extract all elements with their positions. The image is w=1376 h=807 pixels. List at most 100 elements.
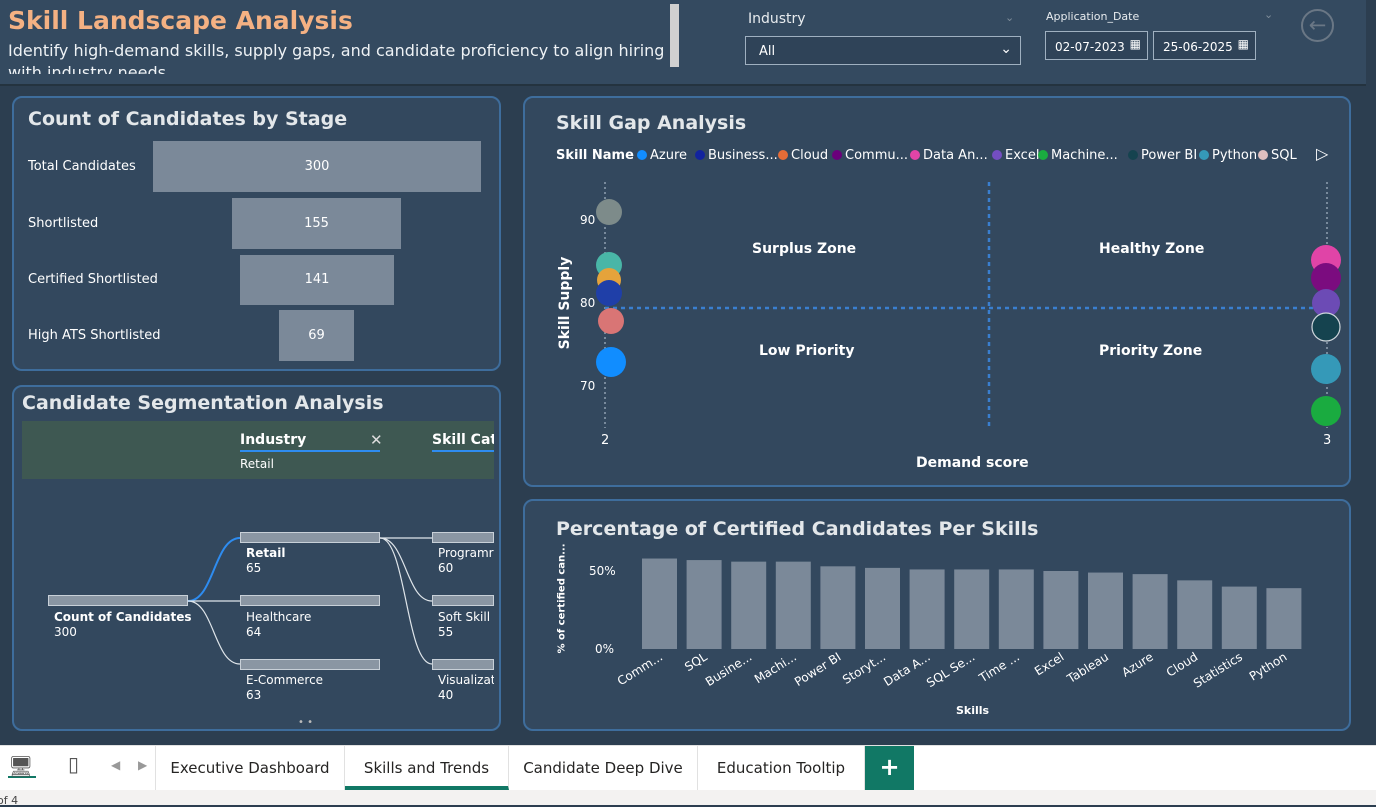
funnel-title: Count of Candidates by Stage (28, 108, 348, 130)
next-page-icon[interactable]: ▶ (138, 758, 148, 772)
legend-label: Excel (1005, 148, 1040, 163)
zone-label-surplus: Surplus Zone (752, 241, 857, 257)
x-tick-label: 3 (1323, 433, 1332, 448)
bar[interactable] (775, 561, 811, 649)
funnel-bar[interactable]: 155 (232, 198, 401, 249)
close-icon[interactable]: ✕ (370, 431, 383, 449)
legend-dot-icon (1199, 150, 1209, 160)
decomposition-node-label: Healthcare (246, 610, 312, 624)
bar[interactable] (642, 558, 677, 649)
y-axis-label: % of certified can... (556, 543, 568, 654)
x-tick-label: SQL Se... (924, 650, 977, 690)
legend-item[interactable]: SQL (1258, 148, 1297, 163)
industry-dropdown[interactable]: All ⌄ (745, 36, 1021, 65)
bar[interactable] (1266, 588, 1302, 649)
bar[interactable] (909, 569, 945, 649)
legend-label: Azure (650, 148, 688, 163)
legend-label: Power BI (1141, 148, 1198, 163)
scroll-indicator[interactable]: • • (298, 717, 313, 728)
decomposition-root-bar[interactable] (48, 595, 188, 606)
tab-executive-dashboard[interactable]: Executive Dashboard (155, 746, 345, 790)
prev-page-icon[interactable]: ◀ (111, 758, 121, 772)
funnel-stage-label: Shortlisted (28, 216, 99, 231)
column-selected-value: Retail (240, 457, 274, 471)
mobile-view-icon[interactable]: ▯ (68, 752, 80, 776)
legend-label: Machine... (1051, 148, 1118, 163)
legend-dot-icon (695, 150, 705, 160)
legend-item[interactable]: Azure (637, 148, 687, 163)
bar[interactable] (1221, 586, 1257, 649)
tab-education-tooltip[interactable]: Education Tooltip (698, 746, 865, 790)
legend-item[interactable]: Excel (992, 148, 1039, 163)
page-subtitle: Identify high-demand skills, supply gaps… (8, 41, 665, 74)
y-tick-label: 70 (580, 379, 596, 393)
column-header-skill-category[interactable]: Skill Cate (432, 432, 494, 448)
start-date-input[interactable]: 02-07-2023 ▦ (1045, 31, 1148, 60)
calendar-icon[interactable]: ▦ (1237, 37, 1249, 51)
x-tick-label: Busine... (703, 650, 754, 689)
decomposition-node-bar[interactable] (240, 595, 380, 606)
decomposition-node-value: 65 (246, 561, 262, 575)
legend-item[interactable]: Data An... (910, 148, 988, 163)
x-tick-label: Power BI (792, 650, 843, 689)
legend-dot-icon (992, 150, 1002, 160)
funnel-bar[interactable]: 141 (240, 255, 394, 305)
decomposition-node-bar[interactable] (240, 532, 380, 543)
decomposition-node-label: Visualizat (438, 673, 494, 687)
desktop-view-icon[interactable]: 🖥 (8, 754, 36, 778)
funnel-bar[interactable]: 69 (279, 310, 354, 361)
y-tick-label: 80 (580, 296, 596, 310)
bar[interactable] (820, 566, 856, 649)
legend-item[interactable]: Business... (695, 148, 778, 163)
decomposition-node-label: Soft Skill (438, 610, 491, 624)
bar[interactable] (1177, 580, 1213, 649)
legend-item[interactable]: Cloud (778, 148, 828, 163)
legend-label: SQL (1271, 148, 1297, 163)
legend-item[interactable]: Python (1199, 148, 1257, 163)
x-tick-label: 2 (601, 433, 610, 448)
funnel-panel: Count of Candidates by Stage Total Candi… (12, 96, 501, 371)
decomposition-node-bar[interactable] (432, 532, 494, 543)
add-page-button[interactable]: + (865, 746, 914, 790)
legend-dot-icon (637, 150, 647, 160)
bar[interactable] (865, 567, 900, 649)
x-tick-label: Statistics (1191, 650, 1245, 691)
calendar-icon[interactable]: ▦ (1129, 37, 1141, 51)
legend-dot-icon (1038, 150, 1048, 160)
decomposition-node-bar[interactable] (240, 659, 380, 670)
industry-dropdown-value: All (759, 44, 776, 59)
chevron-down-icon[interactable]: ⌄ (1005, 11, 1015, 24)
legend-item[interactable]: Commu... (832, 148, 908, 163)
page-tab-bar: 🖥 ▯ ◀ ▶ Executive Dashboard Skills and T… (0, 745, 1376, 790)
zone-label-healthy: Healthy Zone (1099, 241, 1205, 257)
column-underline (240, 450, 380, 452)
bar[interactable] (686, 560, 722, 649)
bar[interactable] (954, 569, 990, 649)
decomposition-node-bar[interactable] (432, 595, 494, 606)
legend-dot-icon (1258, 150, 1268, 160)
bar[interactable] (1043, 571, 1079, 649)
legend-dot-icon (910, 150, 920, 160)
decomposition-node-bar[interactable] (432, 659, 494, 670)
column-header-industry[interactable]: Industry (240, 432, 307, 448)
back-arrow-icon[interactable]: ← (1301, 9, 1334, 42)
legend-item[interactable]: Machine... (1038, 148, 1118, 163)
bar[interactable] (998, 569, 1034, 649)
decomposition-connectors (187, 537, 433, 665)
legend-item[interactable]: Power BI (1128, 148, 1197, 163)
end-date-input[interactable]: 25-06-2025 ▦ (1153, 31, 1256, 60)
x-tick-label: Time ... (976, 650, 1022, 686)
bar[interactable] (1088, 572, 1123, 649)
chevron-down-icon[interactable]: ⌄ (1264, 8, 1274, 21)
x-axis-label: Skills (956, 704, 990, 717)
segmentation-title: Candidate Segmentation Analysis (22, 392, 384, 414)
tab-skills-and-trends[interactable]: Skills and Trends (345, 746, 509, 790)
tab-candidate-deep-dive[interactable]: Candidate Deep Dive (509, 746, 698, 790)
funnel-bar[interactable]: 300 (153, 141, 481, 192)
bar[interactable] (1132, 574, 1168, 649)
bar[interactable] (731, 561, 767, 649)
x-tick-label: Data A... (881, 650, 932, 689)
legend-label: Python (1212, 148, 1258, 163)
x-tick-label: SQL (682, 650, 710, 675)
play-arrow-icon[interactable]: ▷ (1316, 144, 1329, 163)
